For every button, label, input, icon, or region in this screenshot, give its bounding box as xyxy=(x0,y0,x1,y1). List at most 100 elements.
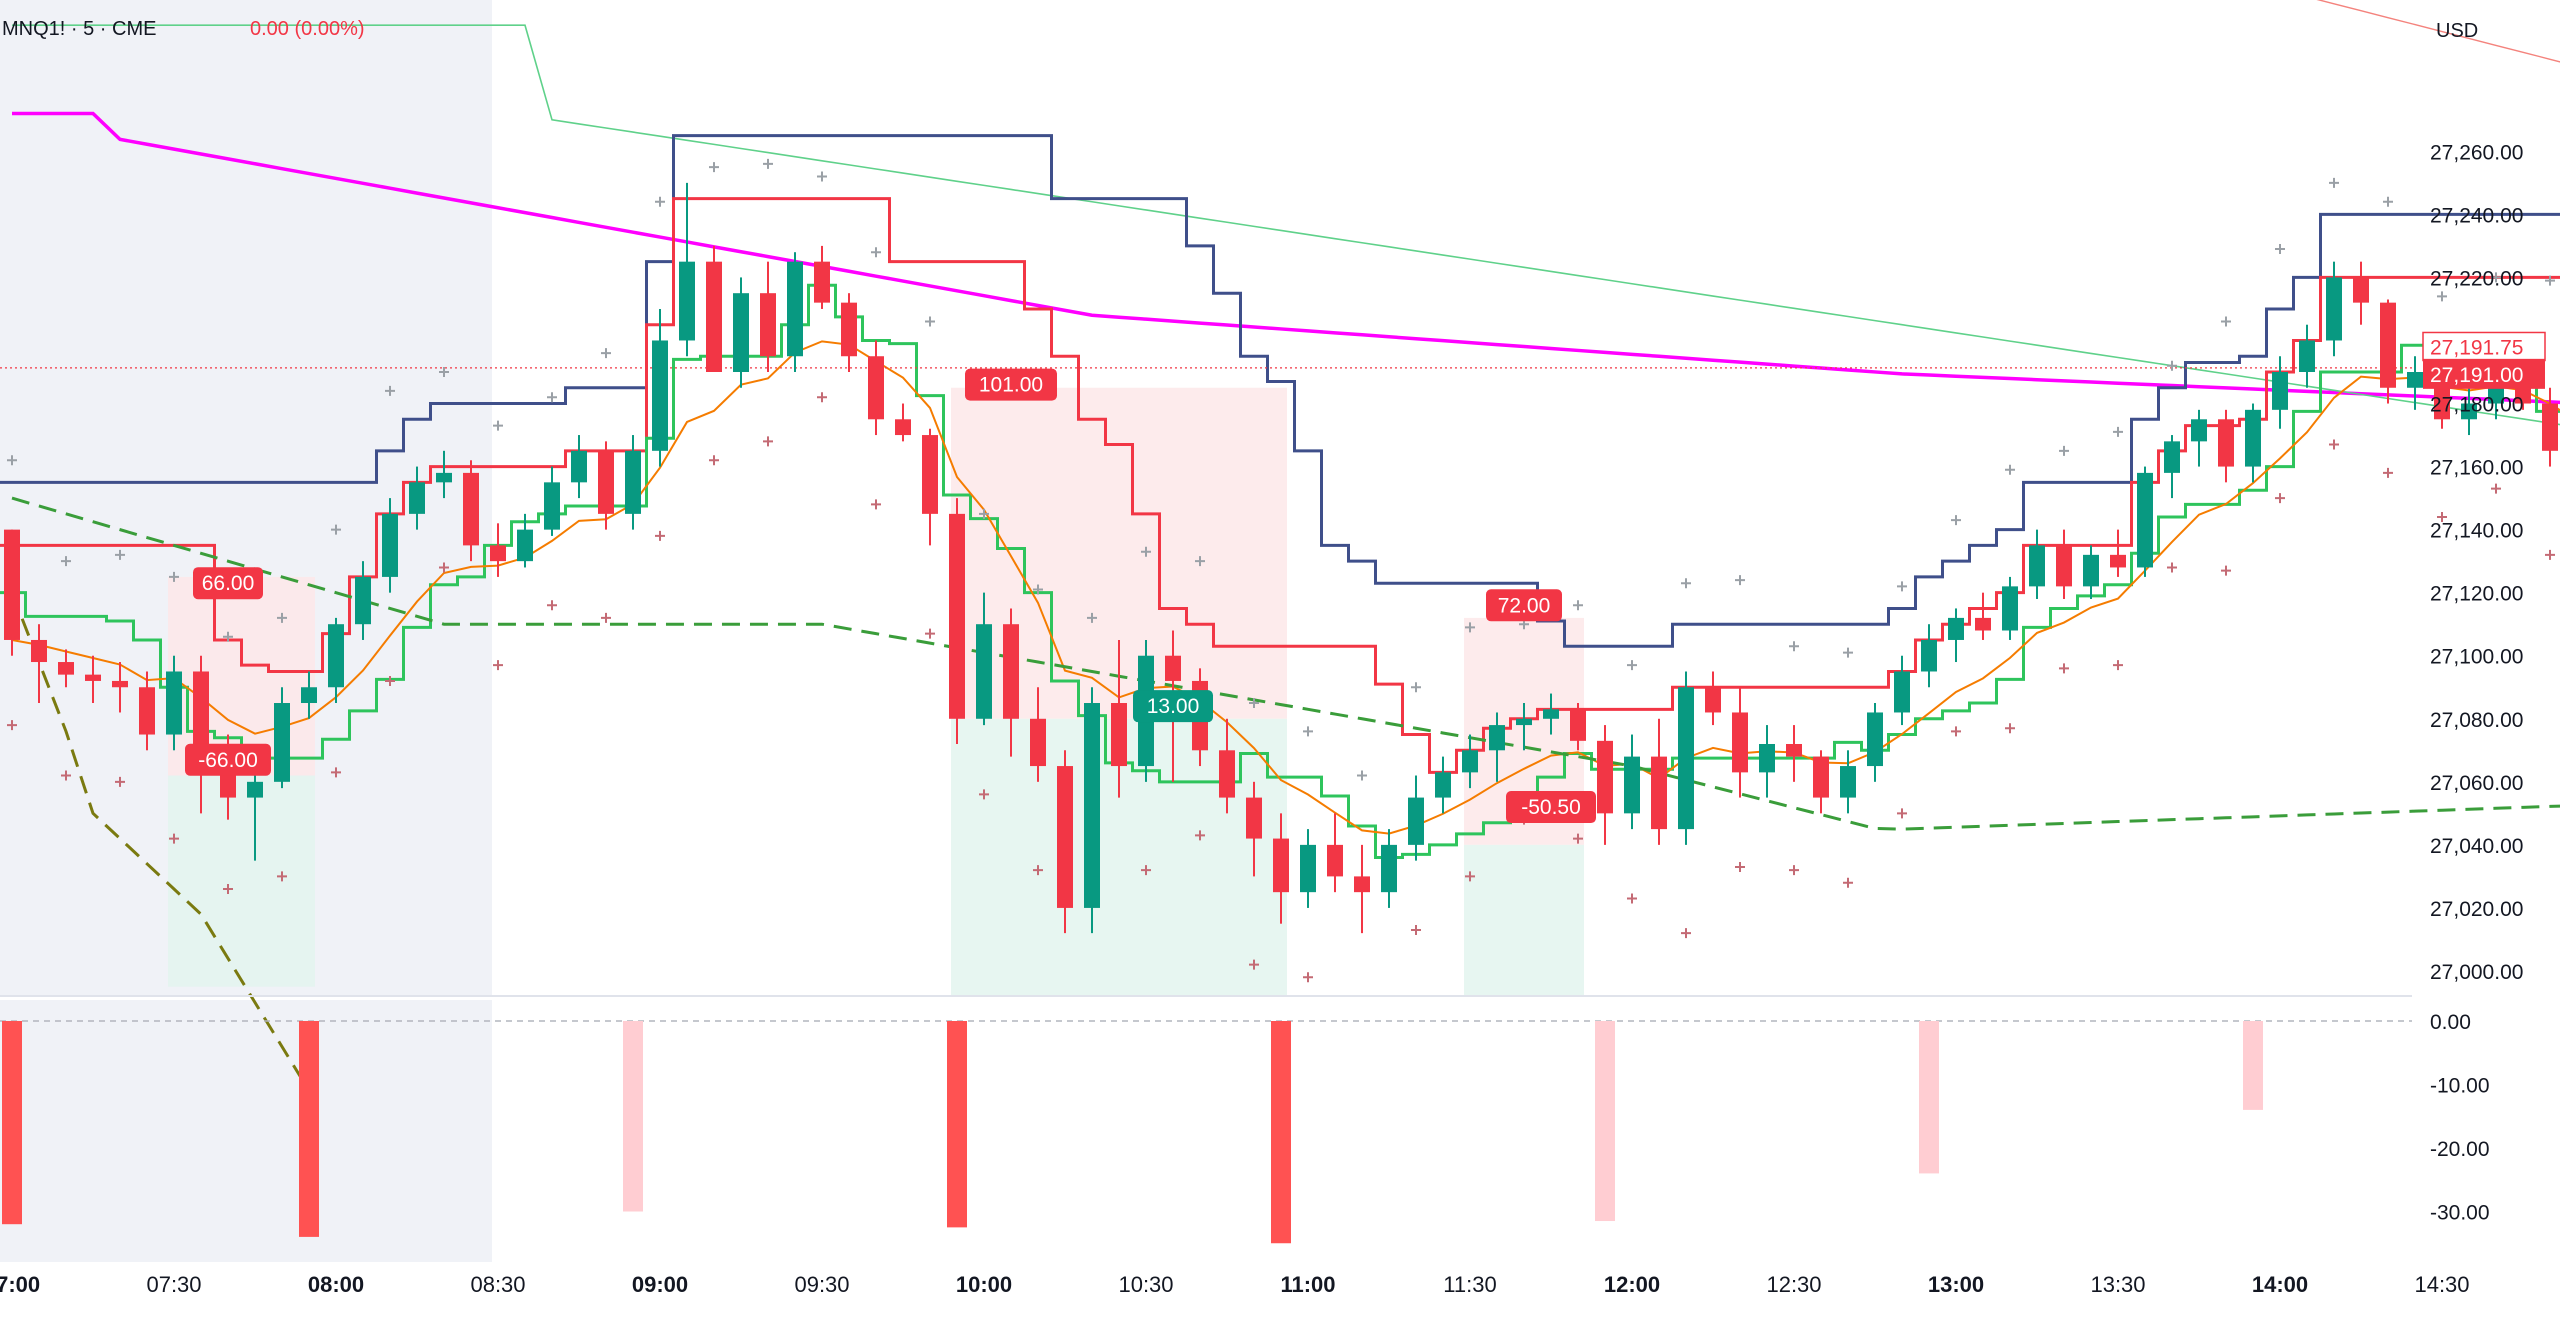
y-tick-label: 27,140.00 xyxy=(2430,520,2523,543)
trade-label-neg66-text: -66.00 xyxy=(198,749,258,772)
trade-zone-1-reward xyxy=(168,776,315,987)
candle-body xyxy=(2137,473,2153,568)
oscillator-bar xyxy=(947,1021,967,1227)
candle-body xyxy=(787,262,803,357)
candle-body xyxy=(895,419,911,435)
x-tick-label: 11:30 xyxy=(1443,1272,1496,1297)
x-tick-label: 14:30 xyxy=(2414,1272,2469,1297)
candle-body xyxy=(139,687,155,734)
candle-body xyxy=(490,545,506,561)
trade-label-neg66[interactable]: -66.00 xyxy=(185,744,271,776)
trade-label-13[interactable]: 13.00 xyxy=(1133,690,1213,722)
trade-label-neg50-text: -50.50 xyxy=(1521,796,1581,819)
candle-body xyxy=(2002,586,2018,630)
trade-label-101[interactable]: 101.00 xyxy=(965,369,1057,401)
candle-body xyxy=(571,451,587,483)
candle-body xyxy=(868,356,884,419)
x-tick-label: 09:30 xyxy=(794,1272,849,1297)
candle-body xyxy=(2326,277,2342,340)
candle-body xyxy=(2272,372,2288,410)
x-tick-label: 07:30 xyxy=(146,1272,201,1297)
oscillator-bar xyxy=(2,1021,22,1224)
candle-body xyxy=(112,681,128,687)
candle xyxy=(4,530,20,656)
x-tick-label: 10:30 xyxy=(1118,1272,1173,1297)
y-tick-label: 27,100.00 xyxy=(2430,646,2523,669)
trade-label-66[interactable]: 66.00 xyxy=(193,567,263,599)
candle-body xyxy=(166,671,182,734)
candle-body xyxy=(1651,757,1667,830)
currency-label[interactable]: USD xyxy=(2436,20,2478,42)
candle-body xyxy=(2164,441,2180,473)
candle-body xyxy=(463,473,479,546)
candle-body xyxy=(2407,372,2423,388)
x-tick-label: 13:00 xyxy=(1928,1272,1984,1297)
oscillator-bar xyxy=(299,1021,319,1237)
candle-body xyxy=(436,473,452,482)
y-tick-label: 27,220.00 xyxy=(2430,267,2523,290)
y-tick-label: 27,060.00 xyxy=(2430,772,2523,795)
last-close-tag-text: 27,191.75 xyxy=(2430,336,2523,359)
osc-y-tick-label: 0.00 xyxy=(2430,1011,2471,1034)
candle-body xyxy=(1408,798,1424,845)
candle-body xyxy=(1813,757,1829,798)
candle-body xyxy=(814,262,830,303)
candle-body xyxy=(355,577,371,624)
candle-body xyxy=(1462,750,1478,772)
candle-body xyxy=(598,451,614,514)
candle-body xyxy=(85,675,101,681)
candle-body xyxy=(2299,340,2315,372)
candle-body xyxy=(1597,741,1613,814)
candle-body xyxy=(2542,404,2558,451)
candle-body xyxy=(382,514,398,577)
candle-body xyxy=(2083,555,2099,587)
candle-body xyxy=(1786,744,1802,757)
oscillator-bar xyxy=(623,1021,643,1212)
x-tick-label: 12:30 xyxy=(1766,1272,1821,1297)
x-tick-label: 14:00 xyxy=(2252,1272,2308,1297)
symbol-title[interactable]: MNQ1! · 5 · CME xyxy=(2,18,156,40)
candle-body xyxy=(1435,772,1451,797)
x-tick-label: 13:30 xyxy=(2090,1272,2145,1297)
candle-body xyxy=(679,262,695,341)
candle-body xyxy=(58,662,74,675)
candle-body xyxy=(1327,845,1343,877)
x-tick-label: 09:00 xyxy=(632,1272,688,1297)
y-tick-label: 27,020.00 xyxy=(2430,898,2523,921)
candle-body xyxy=(517,530,533,562)
candle-body xyxy=(1219,750,1235,797)
trade-label-72[interactable]: 72.00 xyxy=(1486,589,1562,621)
x-tick-label: 12:00 xyxy=(1604,1272,1660,1297)
candle-body xyxy=(4,530,20,640)
candle xyxy=(1084,687,1100,933)
trade-zone-3-reward xyxy=(1464,845,1584,995)
last-close-tag: 27,191.75 xyxy=(2423,332,2545,360)
candle-body xyxy=(1489,725,1505,750)
x-tick-label: 10:00 xyxy=(956,1272,1012,1297)
candle-body xyxy=(1030,719,1046,766)
candle-body xyxy=(1759,744,1775,772)
candle-body xyxy=(2245,410,2261,467)
candle-body xyxy=(706,262,722,372)
oscillator-bar xyxy=(1271,1021,1291,1243)
candle-body xyxy=(625,451,641,514)
osc-y-tick-label: -10.00 xyxy=(2430,1075,2490,1098)
candle xyxy=(2002,577,2018,640)
candle-body xyxy=(1246,798,1262,839)
x-tick-label: 07:00 xyxy=(0,1272,40,1297)
trade-label-101-text: 101.00 xyxy=(979,374,1043,397)
candle xyxy=(787,252,803,372)
trade-label-neg50[interactable]: -50.50 xyxy=(1506,791,1596,823)
oscillator-bar xyxy=(1919,1021,1939,1173)
candle xyxy=(949,498,965,744)
candle-body xyxy=(1705,687,1721,712)
oscillator-bar xyxy=(2243,1021,2263,1110)
y-tick-label: 27,000.00 xyxy=(2430,961,2523,984)
x-tick-label: 08:00 xyxy=(308,1272,364,1297)
osc-y-tick-label: -30.00 xyxy=(2430,1202,2490,1225)
oscillator-bar xyxy=(1595,1021,1615,1221)
candle-body xyxy=(1516,719,1532,725)
candle-body xyxy=(544,482,560,529)
candle-body xyxy=(1084,703,1100,908)
